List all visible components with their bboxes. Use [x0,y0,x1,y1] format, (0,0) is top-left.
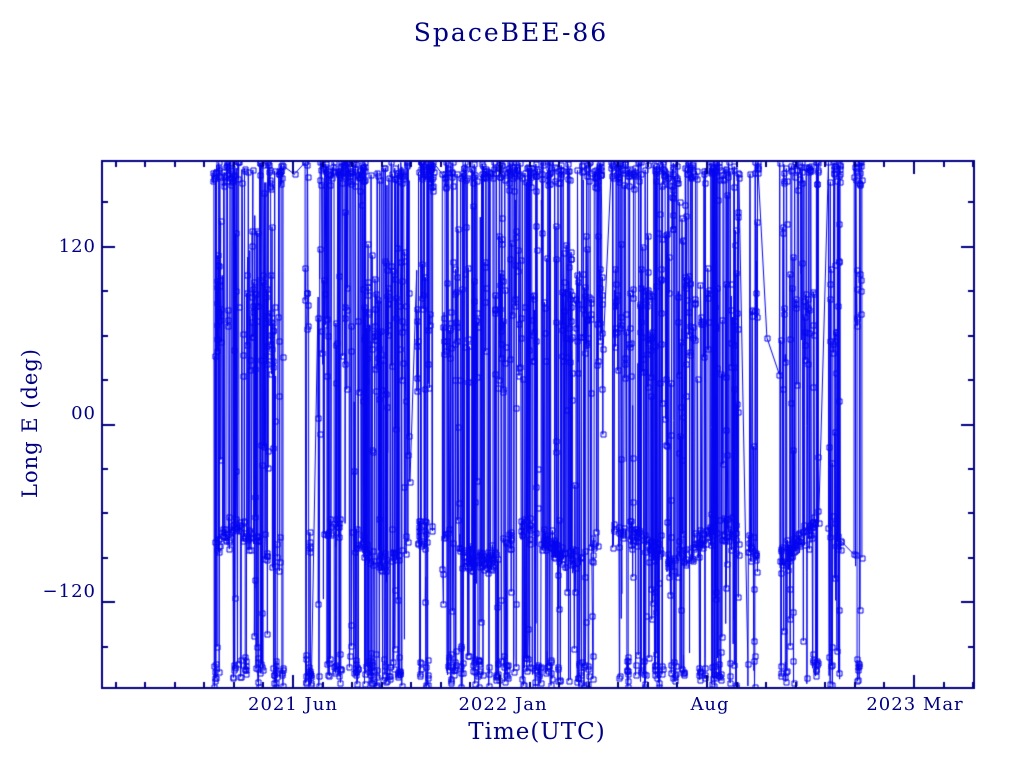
x-tick-label-2022-jan: 2022 Jan [458,694,548,715]
x-tick-label-2021-jun: 2021 Jun [248,694,338,715]
x-tick-label-2023-mar: 2023 Mar [866,694,964,715]
chart-title: SpaceBEE-86 [413,18,609,47]
x-tick-label-aug: Aug [690,694,730,715]
y-tick-label-120: 120 [58,236,96,257]
x-axis-title: Time(UTC) [468,719,606,745]
y-tick-label-0: 00 [71,403,96,424]
y-tick-label-minus120: −120 [42,581,96,602]
